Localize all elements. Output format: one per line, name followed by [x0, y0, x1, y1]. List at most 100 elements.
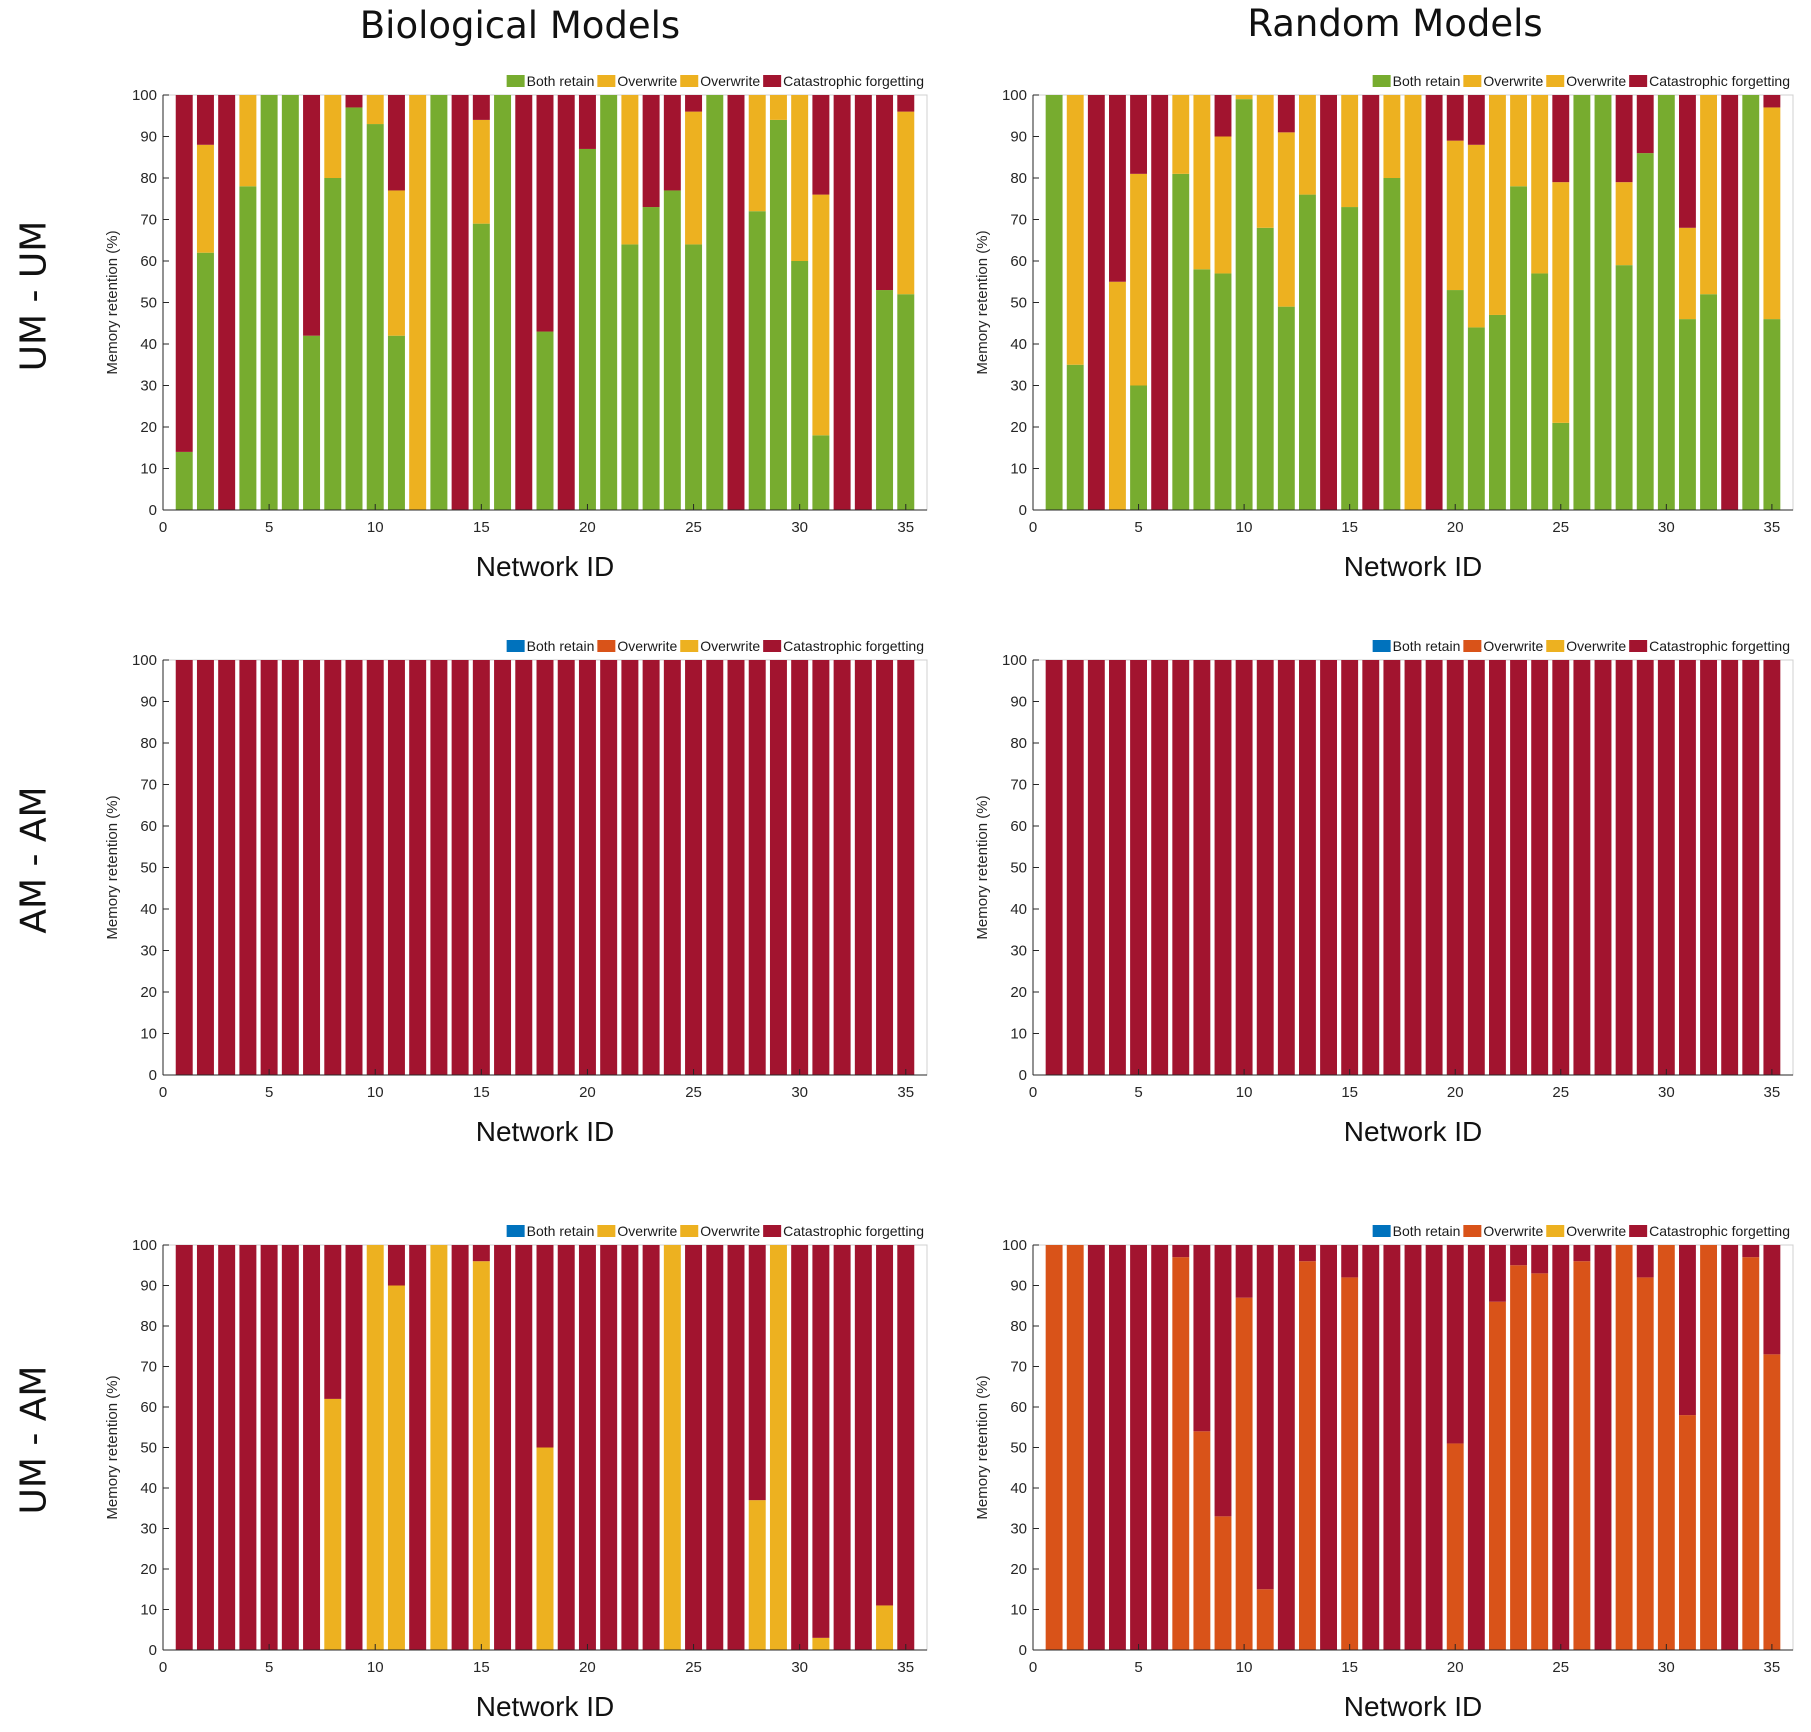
bar-segment: [196, 95, 214, 145]
bar-segment: [451, 1245, 469, 1650]
bar-segment: [769, 660, 787, 1075]
y-tick-label: 20: [140, 984, 157, 1001]
bar-segment: [1193, 660, 1211, 1075]
bar-segment: [1657, 1245, 1675, 1650]
bar-segment: [451, 95, 469, 510]
bar-segment: [1087, 1245, 1105, 1650]
bar-segment: [1425, 660, 1443, 1075]
bar-segment: [1467, 95, 1485, 145]
x-tick-label: 20: [579, 1084, 596, 1101]
bar-segment: [1066, 364, 1084, 510]
y-tick-label: 100: [1002, 652, 1027, 669]
bar-segment: [1193, 1431, 1211, 1650]
bar-segment: [621, 95, 639, 245]
bar-segment: [812, 95, 830, 195]
bar-segment: [1214, 1245, 1232, 1517]
bar-segment: [578, 95, 596, 149]
bar-segment: [1172, 1245, 1190, 1258]
bar-segment: [1636, 660, 1654, 1075]
bar-segment: [1362, 95, 1380, 510]
legend-swatch: [1546, 75, 1565, 87]
y-tick-label: 100: [132, 87, 157, 104]
bar-segment: [748, 211, 766, 510]
x-tick-label: 0: [1029, 519, 1037, 536]
bar-segment: [1109, 281, 1126, 510]
bar-segment: [409, 660, 427, 1075]
x-tick-label: 30: [1658, 1659, 1675, 1676]
legend-swatch: [1372, 1225, 1391, 1237]
y-tick-label: 30: [140, 378, 157, 395]
bar-segment: [1721, 1245, 1739, 1650]
bar-segment: [1045, 660, 1063, 1075]
bar-segment: [345, 107, 363, 510]
bar-segment: [260, 95, 278, 510]
x-tick-label: 5: [265, 1659, 273, 1676]
bar-segment: [1510, 1265, 1527, 1650]
y-tick-label: 20: [1010, 984, 1027, 1001]
legend-swatch: [1463, 75, 1482, 87]
bar-segment: [1467, 660, 1485, 1075]
x-tick-label: 25: [1552, 1084, 1569, 1101]
bar-segment: [642, 95, 660, 208]
bar-segment: [1636, 153, 1654, 510]
bar-segment: [621, 660, 639, 1075]
bar-segment: [303, 95, 321, 336]
bar-segment: [578, 148, 596, 510]
bar-segment: [1130, 95, 1147, 174]
bar-segment: [812, 1637, 830, 1650]
bar-segment: [1742, 660, 1760, 1075]
bar-segment: [1277, 95, 1295, 133]
bar-segment: [897, 95, 915, 112]
y-tick-label: 60: [140, 1399, 157, 1416]
y-tick-label: 0: [1019, 502, 1027, 519]
bar-segment: [1510, 1245, 1527, 1266]
legend-swatch: [506, 75, 525, 87]
y-tick-label: 0: [1019, 1642, 1027, 1659]
bar-segment: [1193, 1245, 1211, 1432]
bar-segment: [685, 660, 703, 1075]
bar-segment: [387, 1245, 405, 1286]
y-tick-label: 30: [140, 1521, 157, 1538]
x-tick-label: 35: [1764, 1659, 1781, 1676]
bar-segment: [663, 660, 681, 1075]
chart-biological-um-am: 0 10 20 30 40 50 60 70 80 90 100 0 5 10 15 20 25 30 35 Netw…: [104, 1223, 928, 1722]
bar-segment: [1679, 660, 1696, 1075]
y-axis-label: Memory retention (%): [104, 1375, 121, 1519]
y-tick-label: 70: [140, 212, 157, 229]
bar-segment: [175, 1245, 193, 1650]
legend-label: Both retain: [527, 638, 595, 654]
bar-segment: [366, 660, 384, 1075]
bar-segment: [1615, 182, 1633, 266]
bar-segment: [1510, 95, 1527, 187]
bar-segment: [494, 660, 512, 1075]
bar-segment: [515, 660, 533, 1075]
bar-segment: [1531, 1273, 1549, 1650]
bar-segment: [536, 331, 554, 510]
bar-segment: [897, 1245, 915, 1650]
bar-segment: [1721, 660, 1739, 1075]
bar-segment: [1657, 660, 1675, 1075]
x-tick-label: 35: [1764, 1084, 1781, 1101]
bar-segment: [1299, 194, 1316, 510]
bar-segment: [1615, 660, 1633, 1075]
x-axis-label: Network ID: [476, 1691, 614, 1722]
bar-segment: [175, 451, 193, 510]
y-tick-label: 10: [1010, 461, 1027, 478]
bar-segment: [1404, 95, 1422, 510]
x-axis-label: Network ID: [476, 1116, 614, 1147]
bar-segment: [685, 244, 703, 510]
bar-segment: [1341, 1245, 1359, 1278]
x-tick-label: 10: [1236, 1659, 1253, 1676]
y-tick-label: 80: [1010, 735, 1027, 752]
bar-segment: [1341, 660, 1359, 1075]
y-tick-label: 40: [1010, 336, 1027, 353]
bar-segment: [1763, 1245, 1781, 1355]
bar-segment: [1362, 660, 1380, 1075]
chart-random-am-am: 0 10 20 30 40 50 60 70 80 90 100 0 5 10 15 20 25 30 35 Netw…: [974, 638, 1794, 1147]
bar-segment: [769, 119, 787, 511]
x-tick-label: 0: [1029, 1659, 1037, 1676]
legend-swatch: [1372, 640, 1391, 652]
x-tick-label: 5: [265, 519, 273, 536]
bar-segment: [196, 1245, 214, 1650]
bar-segment: [1446, 1443, 1464, 1650]
